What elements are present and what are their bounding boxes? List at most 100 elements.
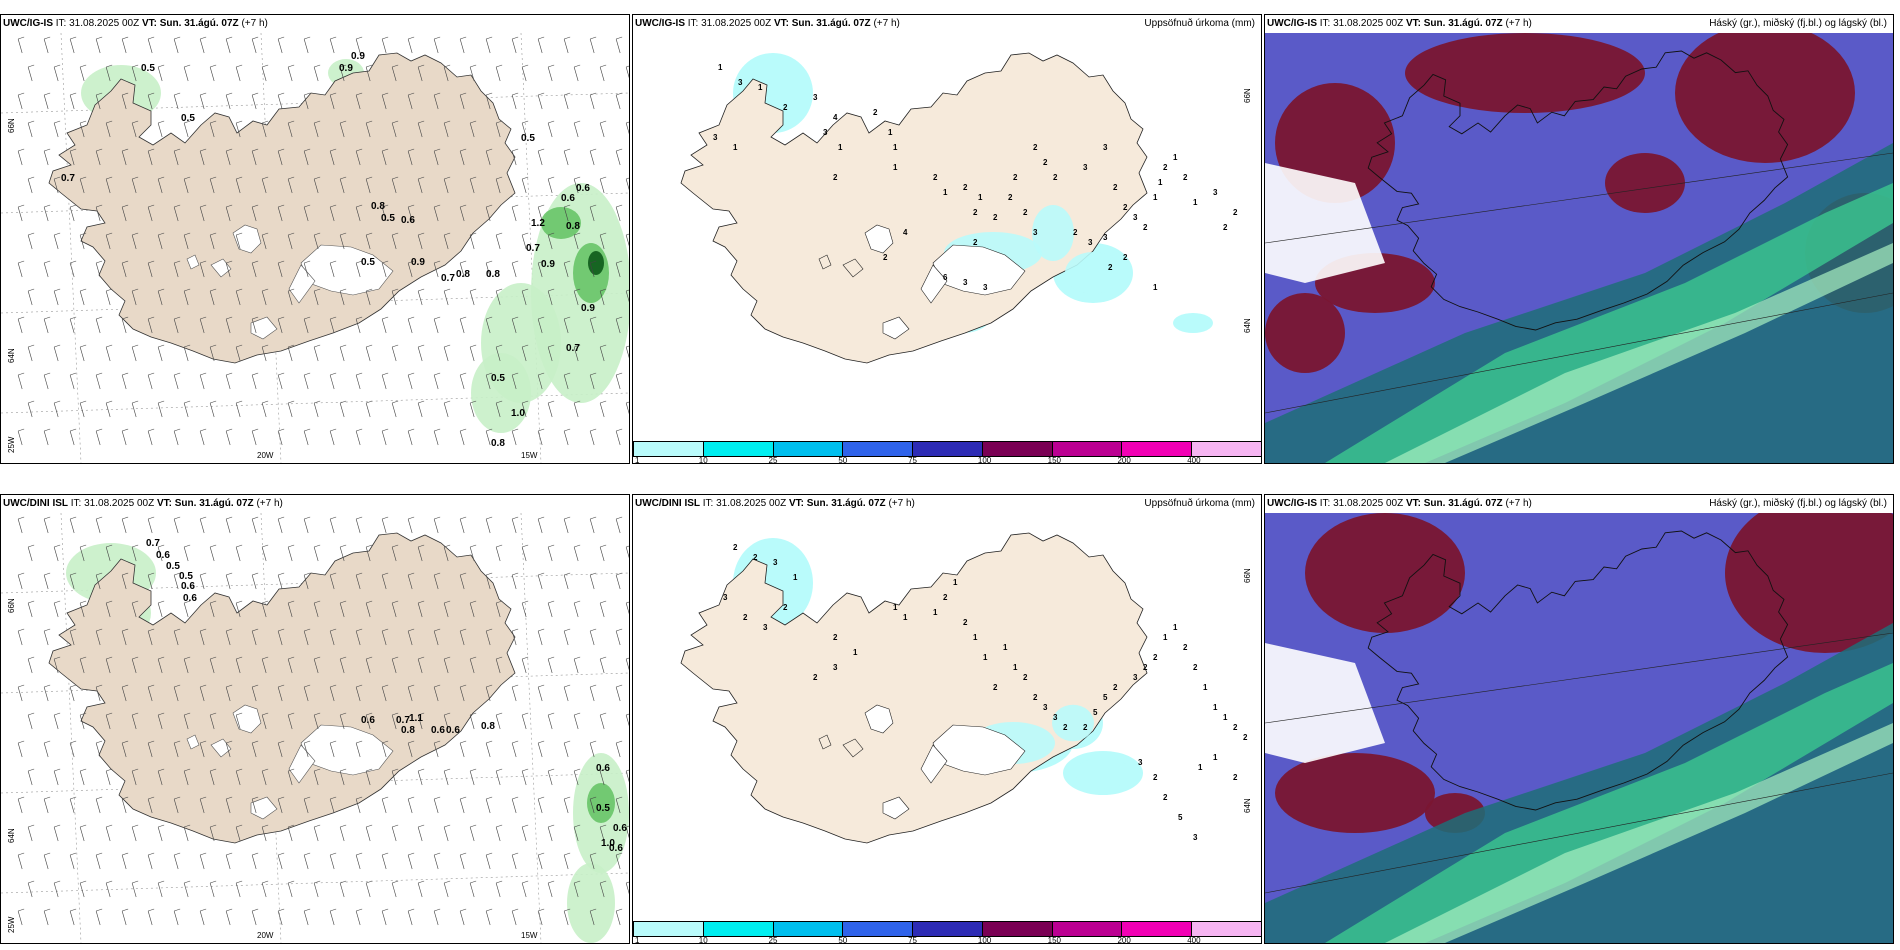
wind-barb-flag [460, 316, 467, 320]
wind-barb [147, 94, 153, 110]
wind-barb-flag [460, 628, 467, 632]
wind-barb [121, 910, 127, 926]
wind-barb-flag [616, 740, 623, 744]
wind-barb [391, 602, 397, 618]
wind-barb [573, 882, 579, 898]
wind-barb-flag [366, 768, 373, 772]
wind-barb-flag [548, 64, 555, 68]
wind-barb [95, 262, 101, 278]
cloud-map[interactable] [1265, 513, 1893, 943]
wind-barb-flag [44, 852, 51, 856]
wind-barb-flag [210, 600, 217, 604]
wind-barb [329, 630, 335, 646]
wind-barb-flag [54, 544, 61, 548]
wind-barb [173, 38, 179, 54]
wind-barb [199, 38, 205, 54]
wind-barb-flag [236, 344, 243, 348]
wind-barb [433, 574, 439, 590]
wind-barb [547, 882, 553, 898]
wind-barb-flag [122, 684, 129, 688]
wind-barb-flag [184, 288, 191, 292]
wind-barb [365, 602, 371, 618]
wind-barb [225, 574, 231, 590]
wind-barb [303, 518, 309, 534]
wind-barb [329, 518, 335, 534]
wind-barb [95, 742, 101, 758]
wind-barb-flag [590, 372, 597, 376]
wind-barb [407, 94, 413, 110]
wind-barb-flag [262, 544, 269, 548]
wind-barb-flag [158, 712, 165, 716]
panel-title: UWC/IG-IS IT: 31.08.2025 00Z VT: Sun. 31… [1267, 18, 1532, 29]
wind-barb [27, 770, 33, 786]
wind-barb [599, 714, 605, 730]
wind-barb [433, 910, 439, 926]
wind-barb-flag [356, 516, 363, 520]
wind-barb-flag [564, 316, 571, 320]
precip-blob [567, 863, 615, 943]
wind-barb [131, 290, 137, 306]
wind-barb [495, 714, 501, 730]
wind-barb-flag [538, 908, 545, 912]
wind-barbs [17, 36, 629, 446]
colorbar-tick-label: 50 [838, 936, 848, 944]
wind-barb-flag [600, 768, 607, 772]
wind-barb [625, 826, 629, 839]
wind-barb [495, 602, 501, 618]
wind-barb [251, 430, 257, 446]
wind-barb-flag [434, 852, 441, 856]
wind-barb [17, 150, 23, 166]
wind-barb-flag [252, 316, 259, 320]
wind-map[interactable]: 0.7 0.6 0.5 0.5 0.6 0.6 0.7 1.1 0.6 0.8 0.6 0.6 0.8 0… [1, 513, 629, 943]
wind-barb-flag [548, 400, 555, 404]
wind-barb [235, 402, 241, 418]
wind-barb [615, 686, 621, 702]
wind-barb-flag [626, 289, 629, 292]
wind-barb [381, 630, 387, 646]
wind-barb [173, 262, 179, 278]
wind-barb [615, 798, 621, 814]
colorbar-tick-label: 1 [635, 936, 640, 944]
wind-barb-flag [210, 176, 217, 180]
wind-barb [147, 686, 153, 702]
colorbar-swatch [1051, 441, 1123, 457]
wind-map[interactable]: 0.5 0.5 0.9 0.9 0.7 0.5 0.8 0.5 0.6 0.5 0.9 0.8 0.7 0… [1, 33, 629, 463]
wind-barb [199, 318, 205, 334]
wind-barb-flag [522, 120, 529, 124]
wind-barb-flag [340, 232, 347, 236]
wind-barb-flag [174, 260, 181, 264]
wind-barb-flag [590, 908, 597, 912]
wind-barb-flag [226, 572, 233, 576]
wind-barb [417, 402, 423, 418]
wind-barb-flag [626, 545, 629, 548]
wind-barb-flag [54, 600, 61, 604]
wind-barb [121, 574, 127, 590]
wind-barb-flag [382, 740, 389, 744]
wind-barb [391, 882, 397, 898]
wind-barb [199, 206, 205, 222]
wind-barb-flag [616, 36, 623, 40]
wind-barb [121, 630, 127, 646]
wind-barb-flag [174, 36, 181, 40]
cloud-map[interactable] [1265, 33, 1893, 463]
wind-barb [157, 66, 163, 82]
wind-barb-flag [330, 260, 337, 264]
cloud-title: Háský (gr.), miðský (fj.bl.) og lágský (… [1709, 18, 1887, 29]
wind-barb [105, 826, 111, 842]
wind-barb-flag [626, 657, 629, 660]
wind-barb-flag [574, 656, 581, 660]
wind-barb-flag [28, 712, 35, 716]
wind-barb [485, 38, 491, 54]
wind-barb-flag [382, 148, 389, 152]
wind-barb-flag [392, 880, 399, 884]
wind-barb [495, 346, 501, 362]
wind-barb-flag [548, 120, 555, 124]
glacier [232, 704, 262, 734]
precip-blob [541, 207, 581, 239]
wind-barb [589, 518, 595, 534]
wind-barb [225, 374, 231, 390]
wind-barb [17, 574, 23, 590]
wind-barb-flag [174, 372, 181, 376]
